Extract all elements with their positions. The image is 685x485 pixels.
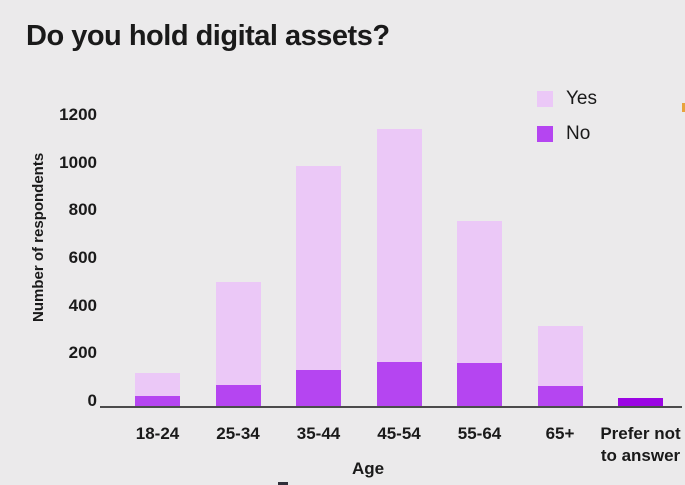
bar-25-34-yes <box>215 281 261 385</box>
legend-item-yes: Yes <box>537 88 597 109</box>
y-axis-tick-800: 800 <box>68 200 97 220</box>
legend-item-no: No <box>537 123 597 144</box>
y-axis-tick-200: 200 <box>68 343 97 363</box>
bottom-edge-artifact <box>278 482 288 485</box>
x-axis-label-55-64: 55-64 <box>430 423 530 445</box>
x-axis-label-line: 55-64 <box>457 424 502 443</box>
x-axis-label-line: to answer <box>600 446 681 465</box>
y-axis-tick-0: 0 <box>87 391 97 410</box>
bar-18-24-no <box>135 396 180 406</box>
bar-65+-yes <box>537 326 583 386</box>
y-axis-tick-400: 400 <box>68 295 97 315</box>
bar-18-24-yes <box>135 372 180 397</box>
bar-35-44-no <box>296 370 341 406</box>
bar-65+-no <box>537 385 583 406</box>
bar-prefer-not-no <box>618 397 663 406</box>
bar-55-64-no <box>457 363 502 406</box>
legend-swatch-yes <box>537 90 553 107</box>
x-axis-label-line: 25-34 <box>216 424 260 443</box>
x-axis-label-line: Prefer not <box>600 424 681 443</box>
bar-45-54-yes <box>376 129 422 362</box>
x-axis-label-line: 65+ <box>545 424 575 443</box>
y-axis-tick-600: 600 <box>68 247 97 267</box>
bar-55-64-yes <box>457 221 502 364</box>
x-axis-label-line: 45-54 <box>377 424 421 443</box>
y-axis-tick-1200: 1200 <box>59 104 97 124</box>
chart-title: Do you hold digital assets? <box>26 20 390 52</box>
legend: Yes No <box>537 88 597 160</box>
x-axis-title: Age <box>351 459 385 478</box>
bar-45-54-no <box>376 361 422 406</box>
x-axis-label-45-54: 45-54 <box>349 423 449 445</box>
x-axis-line <box>100 406 682 408</box>
y-axis-tick-1000: 1000 <box>59 152 97 172</box>
x-axis-label-18-24: 18-24 <box>108 423 208 445</box>
x-axis-label-prefer-not: Prefer not to answer <box>591 423 685 467</box>
bar-25-34-no <box>215 384 261 406</box>
bar-35-44-yes <box>296 166 341 371</box>
x-axis-label-65+: 65+ <box>510 423 610 445</box>
legend-label-no: No <box>566 123 591 144</box>
x-axis-label-35-44: 35-44 <box>269 423 369 445</box>
x-axis-label-line: 18-24 <box>135 424 180 443</box>
right-edge-artifact <box>682 103 685 112</box>
x-axis-label-line: 35-44 <box>296 424 341 443</box>
legend-label-yes: Yes <box>566 88 597 109</box>
legend-swatch-no <box>537 125 553 142</box>
x-axis-label-25-34: 25-34 <box>188 423 288 445</box>
